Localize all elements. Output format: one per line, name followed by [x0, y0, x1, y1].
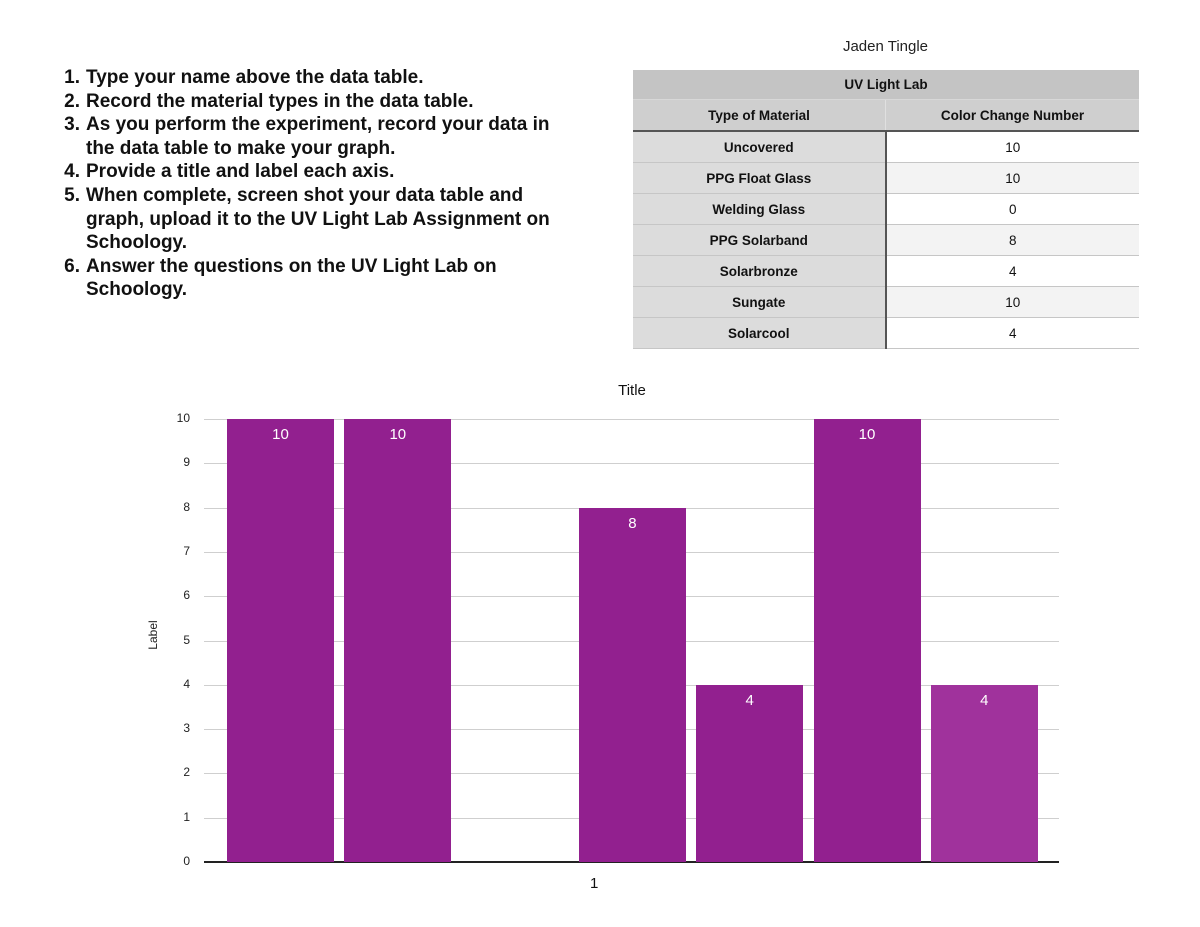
student-name[interactable]: Jaden Tingle [842, 38, 929, 55]
y-tick-label: 2 [183, 765, 190, 780]
material-cell[interactable]: Solarbronze [633, 255, 887, 287]
gridline [204, 463, 1059, 465]
gridline [204, 419, 1059, 420]
y-tick-label: 0 [183, 854, 190, 868]
bar-solarbronze[interactable]: 4 [696, 684, 804, 862]
value-cell[interactable]: 4 [885, 317, 1139, 349]
table-row: Solarbronze 4 [633, 255, 1139, 287]
table-row: Uncovered 10 [633, 131, 1139, 163]
value-cell[interactable]: 8 [885, 224, 1139, 256]
table-row: Sungate 10 [633, 286, 1139, 318]
y-tick-label: 9 [183, 455, 190, 470]
plot-area: 0 1 2 3 4 5 6 7 8 9 10 10 10 8 4 10 4 [177, 411, 1059, 868]
material-cell[interactable]: PPG Float Glass [633, 162, 887, 194]
chart-title[interactable]: Title [618, 382, 646, 399]
data-table: UV Light Lab Type of Material Color Chan… [633, 70, 1139, 349]
table-title-row: UV Light Lab [633, 70, 1139, 100]
instruction-item: 3. As you perform the experiment, record … [64, 114, 550, 159]
x-tick-label: 1 [590, 875, 599, 892]
instruction-item: 4. Provide a title and label each axis. [64, 161, 395, 183]
table-row: Solarcool 4 [633, 317, 1139, 349]
bar-value-label: 10 [389, 426, 407, 443]
header-material[interactable]: Type of Material [633, 99, 886, 132]
bar-value-label: 8 [628, 514, 637, 532]
material-cell[interactable]: Uncovered [633, 131, 887, 163]
table-row: Welding Glass 0 [633, 193, 1139, 225]
value-cell[interactable]: 10 [885, 162, 1139, 194]
table-row: PPG Solarband 8 [633, 224, 1139, 256]
table-title[interactable]: UV Light Lab [633, 70, 1139, 100]
material-cell[interactable]: Solarcool [633, 317, 887, 349]
instruction-item: 5. When complete, screen shot your data t… [64, 184, 550, 254]
value-cell[interactable]: 0 [885, 193, 1139, 225]
y-tick-label: 6 [183, 588, 190, 603]
x-axis-line [204, 861, 1059, 863]
bar-value-label: 10 [272, 426, 289, 443]
y-tick-label: 8 [183, 499, 190, 514]
instruction-item: 2. Record the material types in the data … [64, 90, 474, 112]
y-tick-label: 10 [176, 411, 190, 425]
value-cell[interactable]: 4 [885, 255, 1139, 287]
bar-uncovered[interactable]: 10 [227, 419, 334, 862]
bar-chart[interactable]: Title Label 0 1 2 3 4 5 6 7 8 9 10 10 10 8 4 10 4 1 [0, 370, 1200, 910]
instruction-item: 6. Answer the questions on the UV Light L… [64, 255, 497, 301]
value-cell[interactable]: 10 [885, 131, 1139, 163]
y-tick-label: 4 [183, 676, 190, 691]
instruction-item: 1. Type your name above the data table. [64, 67, 424, 88]
bar-ppg-solarband[interactable]: 8 [578, 507, 686, 862]
y-tick-label: 1 [183, 809, 190, 824]
bar-value-label: 10 [858, 426, 876, 443]
value-cell[interactable]: 10 [885, 286, 1139, 318]
bar-value-label: 4 [745, 691, 754, 709]
bar-solarcool[interactable]: 4 [930, 684, 1038, 862]
material-cell[interactable]: Welding Glass [633, 193, 887, 225]
bar-value-label: 4 [980, 691, 989, 709]
y-tick-label: 3 [183, 721, 190, 736]
table-row: PPG Float Glass 10 [633, 162, 1139, 194]
y-tick-label: 7 [183, 543, 190, 558]
bar-ppg-float-glass[interactable]: 10 [344, 419, 452, 862]
table-header-row: Type of Material Color Change Number [633, 99, 1139, 132]
y-tick-label: 5 [183, 632, 190, 647]
instructions-list: 1. Type your name above the data table. 2… [50, 66, 570, 302]
bar-sungate[interactable]: 10 [813, 419, 921, 862]
y-axis-label[interactable]: Label [146, 620, 160, 650]
material-cell[interactable]: PPG Solarband [633, 224, 887, 256]
header-color-change[interactable]: Color Change Number [885, 99, 1139, 132]
material-cell[interactable]: Sungate [633, 286, 887, 318]
